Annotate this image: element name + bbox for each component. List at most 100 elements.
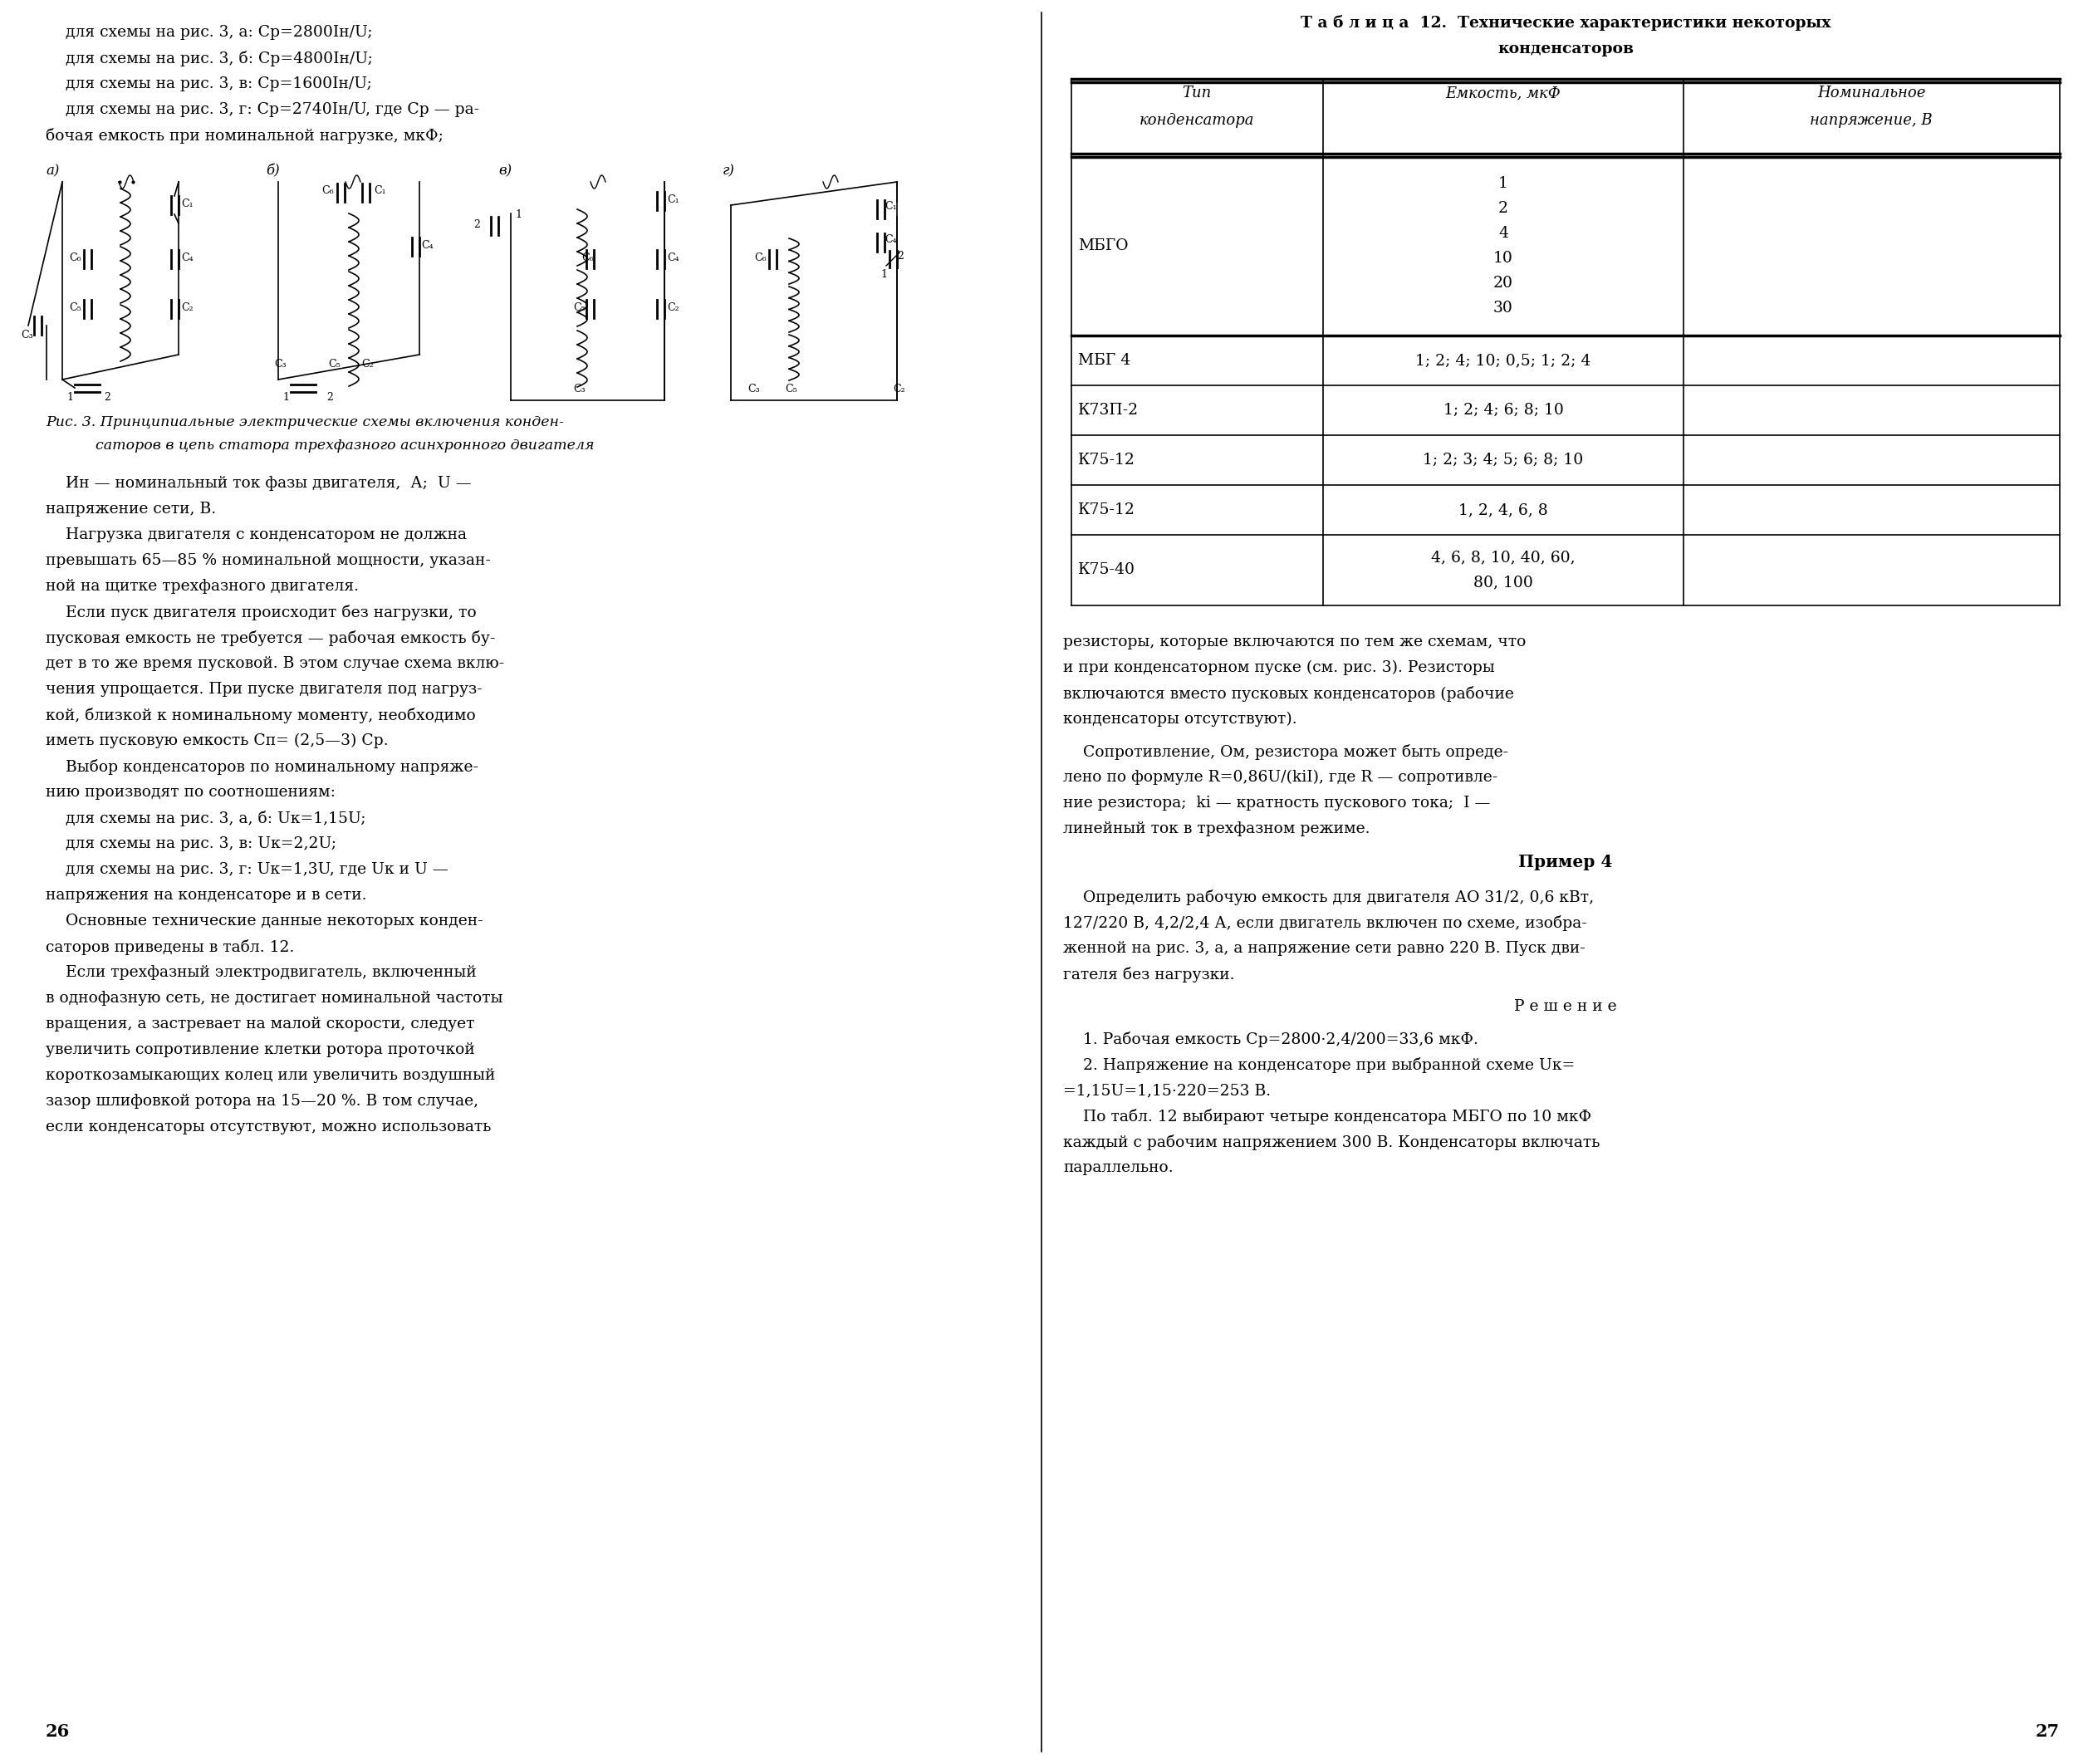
Text: C₆: C₆ bbox=[754, 252, 767, 263]
Text: C₅: C₅ bbox=[785, 385, 798, 395]
Text: Выбор конденсаторов по номинальному напряже-: Выбор конденсаторов по номинальному напр… bbox=[46, 759, 479, 774]
Text: линейный ток в трехфазном режиме.: линейный ток в трехфазном режиме. bbox=[1062, 822, 1371, 836]
Text: 1: 1 bbox=[1498, 176, 1508, 191]
Text: 1: 1 bbox=[283, 392, 290, 402]
Text: гателя без нагрузки.: гателя без нагрузки. bbox=[1062, 967, 1235, 983]
Text: 27: 27 bbox=[2035, 1723, 2060, 1739]
Text: Пример 4: Пример 4 bbox=[1519, 854, 1612, 870]
Text: C₁: C₁ bbox=[373, 185, 385, 196]
Text: 1; 2; 4; 6; 8; 10: 1; 2; 4; 6; 8; 10 bbox=[1444, 402, 1564, 418]
Text: 4: 4 bbox=[1498, 226, 1508, 242]
Text: конденсатора: конденсатора bbox=[1139, 113, 1254, 129]
Text: 2: 2 bbox=[1498, 201, 1508, 215]
Text: Определить рабочую емкость для двигателя АО 31/2, 0,6 кВт,: Определить рабочую емкость для двигателя… bbox=[1062, 889, 1593, 905]
Text: для схемы на рис. 3, г: Ср=2740Iн/U, где Ср — ра-: для схемы на рис. 3, г: Ср=2740Iн/U, где… bbox=[46, 102, 479, 116]
Text: если конденсаторы отсутствуют, можно использовать: если конденсаторы отсутствуют, можно исп… bbox=[46, 1120, 492, 1134]
Text: ной на щитке трехфазного двигателя.: ной на щитке трехфазного двигателя. bbox=[46, 579, 358, 594]
Text: =1,15U=1,15·220=253 В.: =1,15U=1,15·220=253 В. bbox=[1062, 1083, 1271, 1097]
Text: C₆: C₆ bbox=[321, 185, 333, 196]
Text: 2: 2 bbox=[898, 250, 904, 261]
Text: конденсаторов: конденсаторов bbox=[1498, 42, 1633, 56]
Text: К73П-2: К73П-2 bbox=[1079, 402, 1139, 418]
Text: Сопротивление, Ом, резистора может быть опреде-: Сопротивление, Ом, резистора может быть … bbox=[1062, 744, 1508, 760]
Text: для схемы на рис. 3, б: Ср=4800Iн/U;: для схемы на рис. 3, б: Ср=4800Iн/U; bbox=[46, 51, 373, 67]
Text: Нагрузка двигателя с конденсатором не должна: Нагрузка двигателя с конденсатором не до… bbox=[46, 527, 467, 542]
Text: лено по формуле R=0,86U/(kiI), где R — сопротивле-: лено по формуле R=0,86U/(kiI), где R — с… bbox=[1062, 769, 1498, 785]
Text: C₅: C₅ bbox=[69, 302, 81, 312]
Text: для схемы на рис. 3, в: Ср=1600Iн/U;: для схемы на рис. 3, в: Ср=1600Iн/U; bbox=[46, 76, 373, 92]
Text: Основные технические данные некоторых конден-: Основные технические данные некоторых ко… bbox=[46, 914, 483, 928]
Text: 1. Рабочая емкость Ср=2800·2,4/200=33,6 мкФ.: 1. Рабочая емкость Ср=2800·2,4/200=33,6 … bbox=[1062, 1032, 1479, 1048]
Text: для схемы на рис. 3, а, б: Uк=1,15U;: для схемы на рис. 3, а, б: Uк=1,15U; bbox=[46, 811, 367, 826]
Text: 30: 30 bbox=[1494, 300, 1512, 316]
Text: Р е ш е н и е: Р е ш е н и е bbox=[1514, 998, 1616, 1014]
Text: дет в то же время пусковой. В этом случае схема вклю-: дет в то же время пусковой. В этом случа… bbox=[46, 656, 504, 670]
Text: 1; 2; 4; 10; 0,5; 1; 2; 4: 1; 2; 4; 10; 0,5; 1; 2; 4 bbox=[1416, 353, 1591, 369]
Text: 1, 2, 4, 6, 8: 1, 2, 4, 6, 8 bbox=[1458, 503, 1548, 517]
Text: Тип: Тип bbox=[1183, 85, 1212, 101]
Text: 2: 2 bbox=[104, 392, 110, 402]
Text: увеличить сопротивление клетки ротора проточкой: увеличить сопротивление клетки ротора пр… bbox=[46, 1043, 475, 1057]
Text: C₂: C₂ bbox=[181, 302, 194, 312]
Text: К75-12: К75-12 bbox=[1079, 503, 1135, 517]
Text: Рис. 3. Принципиальные электрические схемы включения конден-: Рис. 3. Принципиальные электрические схе… bbox=[46, 415, 564, 429]
Text: C₆: C₆ bbox=[69, 252, 81, 263]
Text: саторов в цепь статора трехфазного асинхронного двигателя: саторов в цепь статора трехфазного асинх… bbox=[96, 439, 594, 453]
Text: C₂: C₂ bbox=[360, 358, 373, 370]
Text: Ин — номинальный ток фазы двигателя,  А;  U —: Ин — номинальный ток фазы двигателя, А; … bbox=[46, 476, 471, 490]
Text: бочая емкость при номинальной нагрузке, мкФ;: бочая емкость при номинальной нагрузке, … bbox=[46, 129, 444, 143]
Text: C₁: C₁ bbox=[667, 194, 679, 205]
Text: напряжение сети, В.: напряжение сети, В. bbox=[46, 501, 217, 517]
Text: 4, 6, 8, 10, 40, 60,: 4, 6, 8, 10, 40, 60, bbox=[1431, 550, 1575, 564]
Text: 2: 2 bbox=[327, 392, 333, 402]
Text: C₃: C₃ bbox=[21, 330, 33, 340]
Text: вращения, а застревает на малой скорости, следует: вращения, а застревает на малой скорости… bbox=[46, 1016, 475, 1032]
Text: МБГО: МБГО bbox=[1079, 238, 1129, 254]
Text: C₂: C₂ bbox=[667, 302, 679, 312]
Text: для схемы на рис. 3, а: Ср=2800Iн/U;: для схемы на рис. 3, а: Ср=2800Iн/U; bbox=[46, 25, 373, 41]
Text: иметь пусковую емкость Сп= (2,5—3) Ср.: иметь пусковую емкость Сп= (2,5—3) Ср. bbox=[46, 734, 387, 748]
Text: 2. Напряжение на конденсаторе при выбранной схеме Uк=: 2. Напряжение на конденсаторе при выбран… bbox=[1062, 1057, 1575, 1073]
Text: саторов приведены в табл. 12.: саторов приведены в табл. 12. bbox=[46, 938, 294, 954]
Text: 1: 1 bbox=[515, 210, 521, 220]
Text: включаются вместо пусковых конденсаторов (рабочие: включаются вместо пусковых конденсаторов… bbox=[1062, 686, 1514, 702]
Text: По табл. 12 выбирают четыре конденсатора МБГО по 10 мкФ: По табл. 12 выбирают четыре конденсатора… bbox=[1062, 1110, 1591, 1124]
Text: кой, близкой к номинальному моменту, необходимо: кой, близкой к номинальному моменту, нео… bbox=[46, 707, 475, 723]
Text: C₁: C₁ bbox=[885, 201, 896, 212]
Text: параллельно.: параллельно. bbox=[1062, 1161, 1173, 1175]
Text: C₃: C₃ bbox=[748, 385, 760, 395]
Text: К75-40: К75-40 bbox=[1079, 563, 1135, 577]
Text: напряжение, В: напряжение, В bbox=[1810, 113, 1933, 129]
Text: нию производят по соотношениям:: нию производят по соотношениям: bbox=[46, 785, 335, 799]
Text: чения упрощается. При пуске двигателя под нагруз-: чения упрощается. При пуске двигателя по… bbox=[46, 683, 483, 697]
Text: C₅: C₅ bbox=[573, 302, 585, 312]
Text: каждый с рабочим напряжением 300 В. Конденсаторы включать: каждый с рабочим напряжением 300 В. Конд… bbox=[1062, 1134, 1600, 1150]
Text: 2: 2 bbox=[473, 219, 479, 229]
Text: 26: 26 bbox=[46, 1723, 71, 1739]
Text: конденсаторы отсутствуют).: конденсаторы отсутствуют). bbox=[1062, 711, 1298, 727]
Text: К75-12: К75-12 bbox=[1079, 453, 1135, 467]
Text: 127/220 В, 4,2/2,4 А, если двигатель включен по схеме, изобра-: 127/220 В, 4,2/2,4 А, если двигатель вкл… bbox=[1062, 916, 1587, 931]
Text: для схемы на рис. 3, в: Uк=2,2U;: для схемы на рис. 3, в: Uк=2,2U; bbox=[46, 836, 335, 852]
Text: Т а б л и ц а  12.  Технические характеристики некоторых: Т а б л и ц а 12. Технические характерис… bbox=[1300, 14, 1831, 30]
Text: в однофазную сеть, не достигает номинальной частоты: в однофазную сеть, не достигает номиналь… bbox=[46, 991, 502, 1005]
Text: Если пуск двигателя происходит без нагрузки, то: Если пуск двигателя происходит без нагру… bbox=[46, 605, 477, 621]
Text: женной на рис. 3, а, а напряжение сети равно 220 В. Пуск дви-: женной на рис. 3, а, а напряжение сети р… bbox=[1062, 940, 1585, 956]
Text: и при конденсаторном пуске (см. рис. 3). Резисторы: и при конденсаторном пуске (см. рис. 3).… bbox=[1062, 660, 1496, 676]
Text: зазор шлифовкой ротора на 15—20 %. В том случае,: зазор шлифовкой ротора на 15—20 %. В том… bbox=[46, 1094, 479, 1110]
Text: ние резистора;  ki — кратность пускового тока;  I —: ние резистора; ki — кратность пускового … bbox=[1062, 796, 1489, 811]
Text: 20: 20 bbox=[1494, 275, 1512, 291]
Text: 80, 100: 80, 100 bbox=[1473, 575, 1533, 589]
Text: C₆: C₆ bbox=[581, 252, 594, 263]
Text: пусковая емкость не требуется — рабочая емкость бу-: пусковая емкость не требуется — рабочая … bbox=[46, 630, 496, 646]
Text: C₃: C₃ bbox=[573, 385, 585, 395]
Text: 10: 10 bbox=[1494, 250, 1512, 266]
Text: для схемы на рис. 3, г: Uк=1,3U, где Uк и U —: для схемы на рис. 3, г: Uк=1,3U, где Uк … bbox=[46, 863, 448, 877]
Text: 1: 1 bbox=[67, 392, 73, 402]
Text: Емкость, мкФ: Емкость, мкФ bbox=[1446, 85, 1560, 101]
Text: Если трехфазный электродвигатель, включенный: Если трехфазный электродвигатель, включе… bbox=[46, 965, 477, 981]
Text: превышать 65—85 % номинальной мощности, указан-: превышать 65—85 % номинальной мощности, … bbox=[46, 554, 492, 568]
Text: г): г) bbox=[723, 164, 735, 178]
Text: C₄: C₄ bbox=[421, 240, 433, 250]
Text: в): в) bbox=[498, 164, 512, 178]
